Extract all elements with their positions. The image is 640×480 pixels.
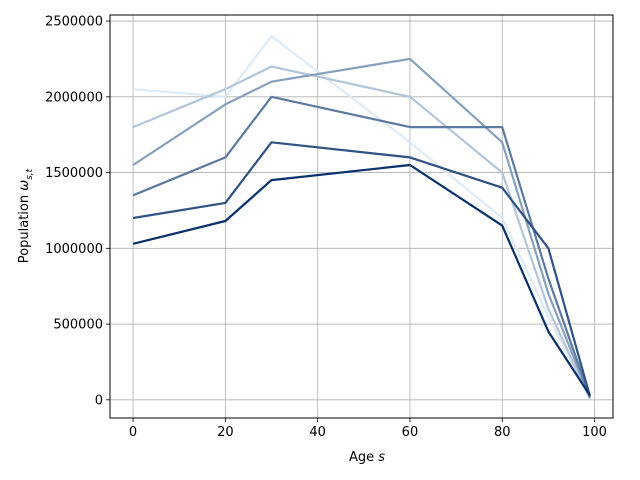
population-series-line — [132, 65, 591, 400]
y-tick-label: 0 — [95, 393, 103, 408]
x-tick-label: 60 — [402, 425, 419, 440]
population-series-line — [132, 141, 591, 397]
x-axis-label: Age s — [349, 450, 385, 465]
x-tick-label: 0 — [129, 425, 137, 440]
population-series-line — [132, 95, 591, 398]
x-tick-label: 100 — [582, 425, 607, 440]
grid-lines — [110, 15, 613, 418]
x-tick-label: 20 — [217, 425, 234, 440]
population-series-line — [133, 35, 591, 400]
y-tick-label: 2000000 — [45, 90, 103, 105]
x-tick-label: 80 — [494, 425, 511, 440]
y-axis-label: Population ωs,t — [17, 168, 35, 263]
plot-frame — [109, 14, 614, 419]
y-tick-label: 1500000 — [45, 166, 103, 181]
x-tick-label: 40 — [309, 425, 326, 440]
population-series-line — [132, 163, 591, 396]
y-tick-label: 2500000 — [45, 15, 103, 30]
y-tick-label: 1000000 — [45, 242, 103, 257]
axis-ticks: 0 20 40 60 80 100 0 500000 1000000 1500000 2000000… — [45, 15, 607, 440]
population-series-line — [132, 57, 591, 399]
series-lines — [132, 35, 591, 400]
y-tick-label: 500000 — [53, 318, 103, 333]
